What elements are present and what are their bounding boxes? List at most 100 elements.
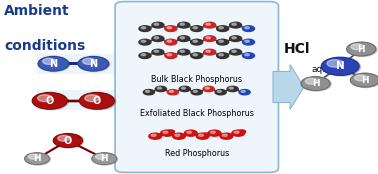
- Circle shape: [229, 87, 233, 89]
- Text: HCl: HCl: [284, 42, 310, 56]
- Circle shape: [180, 50, 184, 52]
- Circle shape: [152, 22, 164, 28]
- Circle shape: [206, 37, 211, 39]
- Bar: [37, 90, 255, 110]
- Circle shape: [204, 49, 216, 55]
- Circle shape: [187, 131, 192, 133]
- Circle shape: [180, 23, 184, 25]
- Circle shape: [193, 27, 198, 29]
- Circle shape: [139, 39, 151, 45]
- Text: N: N: [89, 59, 98, 69]
- Circle shape: [28, 154, 39, 159]
- Circle shape: [58, 135, 70, 141]
- Circle shape: [191, 90, 202, 95]
- Circle shape: [83, 58, 95, 64]
- Text: Red Phosphorus: Red Phosphorus: [165, 149, 229, 158]
- Circle shape: [184, 130, 197, 136]
- Circle shape: [215, 90, 226, 95]
- Text: Bulk Black Phosphorus: Bulk Black Phosphorus: [151, 75, 242, 84]
- Circle shape: [199, 134, 203, 136]
- Circle shape: [79, 93, 114, 109]
- Text: O: O: [46, 96, 54, 106]
- Circle shape: [301, 77, 330, 90]
- Circle shape: [179, 86, 191, 92]
- FancyBboxPatch shape: [115, 2, 279, 172]
- Circle shape: [180, 37, 184, 39]
- Text: aq.: aq.: [311, 65, 325, 74]
- Circle shape: [245, 27, 249, 29]
- Circle shape: [167, 130, 174, 133]
- Circle shape: [178, 22, 190, 28]
- Circle shape: [232, 130, 245, 136]
- Circle shape: [157, 87, 162, 89]
- Circle shape: [205, 87, 209, 89]
- Circle shape: [173, 133, 185, 139]
- Circle shape: [193, 40, 198, 42]
- Circle shape: [152, 49, 164, 55]
- Circle shape: [141, 40, 146, 42]
- Circle shape: [154, 23, 159, 25]
- Text: Exfoliated Black Phosphorus: Exfoliated Black Phosphorus: [140, 109, 254, 118]
- Circle shape: [154, 37, 159, 39]
- Circle shape: [204, 22, 216, 28]
- Circle shape: [243, 26, 254, 31]
- Circle shape: [227, 86, 238, 92]
- Circle shape: [143, 90, 155, 95]
- Circle shape: [146, 90, 150, 92]
- Circle shape: [222, 134, 227, 136]
- Circle shape: [26, 153, 50, 165]
- Circle shape: [155, 86, 166, 92]
- Circle shape: [151, 134, 156, 136]
- Circle shape: [167, 54, 172, 56]
- Circle shape: [203, 86, 214, 92]
- Circle shape: [25, 153, 50, 164]
- Circle shape: [165, 53, 177, 58]
- Circle shape: [327, 60, 343, 67]
- Circle shape: [347, 42, 376, 56]
- Circle shape: [79, 57, 110, 72]
- Circle shape: [206, 23, 211, 25]
- Circle shape: [38, 56, 68, 71]
- Text: H: H: [100, 154, 108, 163]
- Text: H: H: [33, 154, 41, 163]
- Circle shape: [245, 54, 249, 56]
- Circle shape: [232, 50, 236, 52]
- Circle shape: [229, 36, 242, 41]
- Text: N: N: [336, 61, 344, 71]
- Circle shape: [191, 39, 203, 45]
- Circle shape: [191, 26, 203, 31]
- Circle shape: [139, 53, 151, 58]
- Circle shape: [243, 39, 254, 45]
- Circle shape: [234, 131, 239, 133]
- Circle shape: [169, 90, 174, 92]
- Circle shape: [149, 133, 162, 139]
- Circle shape: [167, 90, 178, 95]
- Circle shape: [232, 37, 236, 39]
- Circle shape: [85, 95, 99, 102]
- Circle shape: [217, 39, 229, 45]
- Bar: [37, 54, 255, 74]
- Circle shape: [208, 130, 221, 136]
- Text: Ambient: Ambient: [4, 4, 70, 18]
- Circle shape: [348, 43, 377, 57]
- Circle shape: [219, 27, 223, 29]
- Circle shape: [178, 49, 190, 55]
- Circle shape: [93, 153, 118, 165]
- Circle shape: [217, 26, 229, 31]
- Circle shape: [165, 39, 177, 45]
- Circle shape: [193, 54, 198, 56]
- FancyArrow shape: [273, 65, 304, 109]
- Circle shape: [241, 90, 245, 92]
- Circle shape: [229, 22, 242, 28]
- Circle shape: [211, 131, 215, 133]
- Text: H: H: [361, 76, 369, 85]
- Circle shape: [32, 93, 67, 109]
- Circle shape: [92, 153, 116, 164]
- Circle shape: [217, 53, 229, 58]
- Circle shape: [302, 77, 331, 91]
- Circle shape: [139, 26, 151, 31]
- Circle shape: [141, 54, 146, 56]
- Circle shape: [243, 53, 254, 58]
- Circle shape: [154, 50, 159, 52]
- Circle shape: [350, 73, 378, 87]
